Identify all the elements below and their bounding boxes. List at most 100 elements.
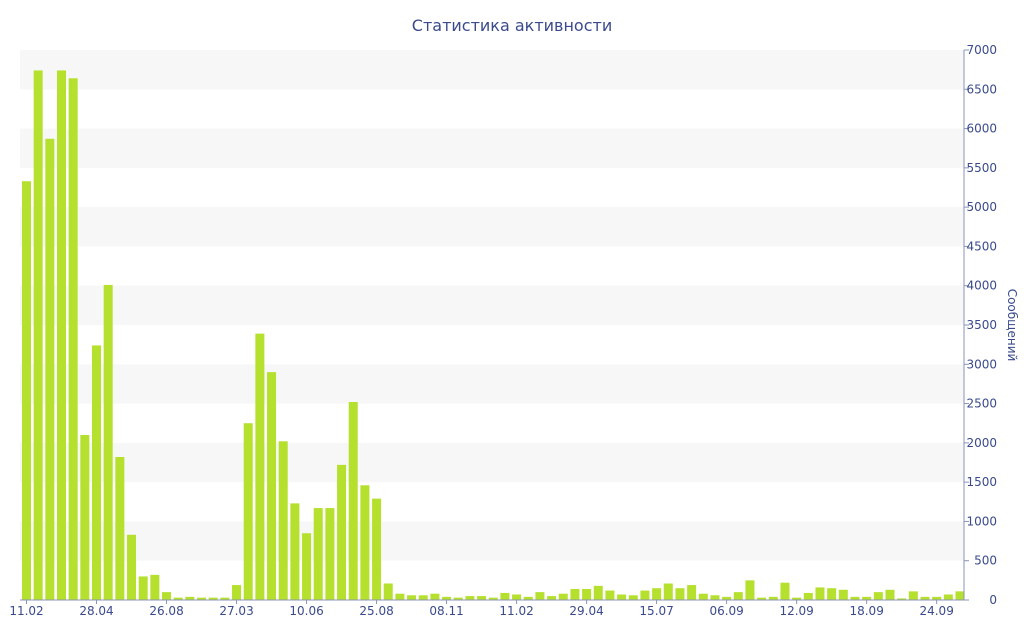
bar — [547, 596, 557, 600]
bar — [278, 441, 288, 600]
bar — [220, 597, 230, 600]
bar — [873, 592, 883, 600]
bar — [33, 70, 43, 601]
grid-band — [20, 442, 964, 483]
bar — [593, 585, 603, 600]
bar — [453, 597, 463, 600]
bar — [570, 589, 580, 600]
bar — [815, 587, 825, 600]
y-tick-label: 5000 — [966, 200, 997, 214]
bar — [897, 598, 907, 600]
x-tick-label: 11.02 — [9, 604, 43, 618]
x-tick-label: 27.03 — [219, 604, 253, 618]
bar — [908, 591, 918, 600]
bar — [652, 588, 662, 600]
bar — [197, 597, 207, 600]
bar — [68, 78, 78, 601]
bar — [22, 181, 31, 600]
grid-band — [20, 521, 964, 561]
bar — [115, 457, 125, 600]
bar — [337, 464, 347, 600]
bar — [792, 597, 802, 600]
bar — [243, 423, 253, 600]
y-tick-label: 1500 — [966, 475, 997, 489]
bar — [173, 597, 183, 600]
grid-bands — [20, 50, 964, 561]
grid-band — [20, 364, 964, 404]
bar — [488, 597, 498, 600]
bar — [150, 574, 160, 600]
bar — [803, 592, 813, 600]
y-tick-label: 2000 — [966, 436, 997, 450]
x-tick-label: 06.09 — [709, 604, 743, 618]
bar — [290, 503, 300, 600]
y-tick-label: 3500 — [966, 318, 997, 332]
y-axis: 0 500 1000 1500 2000 2500 3000 3500 4000 4500 5000… — [963, 43, 997, 607]
bar — [430, 593, 440, 600]
bar — [348, 402, 358, 600]
bar — [302, 533, 312, 600]
x-tick-label: 18.09 — [849, 604, 883, 618]
bar — [780, 582, 790, 600]
bar — [943, 594, 953, 600]
grid-band — [20, 128, 964, 168]
x-tick-label: 26.08 — [149, 604, 183, 618]
bar — [663, 583, 673, 600]
bar — [57, 70, 67, 601]
bar — [722, 596, 732, 600]
bar — [360, 485, 370, 600]
x-tick-label: 29.04 — [569, 604, 603, 618]
bar — [698, 593, 708, 600]
bar — [920, 596, 930, 600]
bar — [535, 592, 545, 600]
bar — [162, 592, 172, 600]
bar — [932, 596, 942, 600]
bar — [127, 534, 137, 600]
y-tick-label: 4500 — [966, 239, 997, 253]
bar — [477, 596, 487, 600]
x-tick-label: 11.02 — [499, 604, 533, 618]
bar — [827, 588, 837, 600]
bar — [512, 594, 522, 600]
bar — [267, 372, 277, 600]
bar — [617, 594, 627, 600]
x-tick-label: 12.09 — [779, 604, 813, 618]
chart-title: Статистика активности — [412, 16, 612, 35]
grid-band — [20, 285, 964, 325]
bar — [418, 595, 428, 600]
y-tick-label: 500 — [974, 554, 997, 568]
bar — [92, 345, 102, 600]
bar — [465, 596, 475, 600]
y-tick-label: 7000 — [966, 43, 997, 57]
y-tick-label: 2500 — [966, 397, 997, 411]
bar — [640, 590, 650, 600]
grid-band — [20, 50, 964, 90]
y-axis-title: Сообщений — [1005, 289, 1019, 362]
bar — [80, 435, 90, 600]
bar — [500, 592, 510, 600]
bar — [605, 590, 615, 600]
y-tick-label: 4000 — [966, 279, 997, 293]
bar — [745, 580, 755, 600]
x-tick-label: 10.06 — [289, 604, 323, 618]
bar — [757, 597, 767, 600]
bar — [407, 595, 417, 600]
bar — [45, 138, 55, 601]
y-tick-label: 6000 — [966, 122, 997, 136]
bar — [862, 596, 872, 600]
bar — [687, 585, 697, 600]
x-tick-label: 28.04 — [79, 604, 113, 618]
bar-series — [22, 70, 965, 601]
x-tick-label: 08.11 — [429, 604, 463, 618]
bar — [838, 589, 848, 600]
bar — [372, 498, 382, 600]
bar — [885, 589, 895, 600]
y-tick-label: 5500 — [966, 161, 997, 175]
bar — [103, 284, 113, 600]
bar — [395, 593, 405, 600]
bar — [558, 593, 568, 600]
bar — [208, 597, 218, 600]
bar — [325, 508, 335, 600]
